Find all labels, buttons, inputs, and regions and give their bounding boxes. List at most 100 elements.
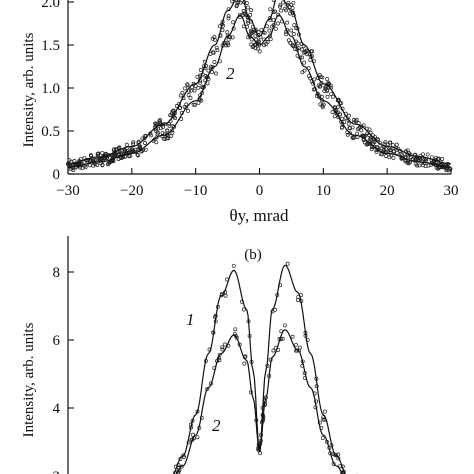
series-1-point [292, 23, 297, 28]
series-2-point [249, 29, 254, 34]
series-1-point [131, 140, 136, 145]
series-2-point [191, 432, 195, 437]
series-1-point [95, 151, 100, 156]
series-1-point [170, 109, 175, 114]
series-1-point [111, 147, 116, 152]
series-1-point [67, 158, 72, 163]
series-2-point [205, 386, 210, 391]
series-1-point [157, 120, 162, 125]
series-1-point [354, 117, 359, 122]
series-1-point [241, 307, 246, 312]
series-2-point [363, 133, 368, 138]
series-2-point [224, 43, 228, 48]
series-1-point [334, 453, 339, 458]
series-2-point [127, 150, 131, 155]
series-1-point [394, 142, 399, 147]
series-2-point [193, 102, 198, 107]
series-1-point [215, 48, 220, 53]
series-1-point [322, 88, 327, 93]
series-2-point [374, 149, 379, 154]
series-1-point [325, 77, 330, 82]
series-2-point [105, 155, 110, 160]
series-1-point [185, 82, 190, 87]
y-tick-label: 8 [53, 265, 61, 281]
y-tick-label: 2.0 [41, 0, 60, 11]
series-1-point [249, 8, 253, 13]
series-2-point [233, 327, 238, 332]
panel-b-label: (b) [244, 247, 262, 263]
series-1-point [131, 141, 136, 146]
series-2-point [333, 105, 338, 110]
series-2-point [279, 8, 284, 13]
series-1-point [303, 49, 308, 54]
series-2-point [100, 162, 105, 167]
series-2-point [290, 334, 295, 339]
series-2-point [226, 37, 231, 42]
series-1-point [359, 124, 364, 129]
series-2-point [376, 147, 381, 152]
series-1-point [198, 68, 203, 72]
series-2-point [267, 28, 272, 33]
series-2-point [320, 436, 325, 441]
series-1-point [188, 88, 193, 93]
series-2-point [268, 33, 273, 38]
series-2-point [242, 361, 247, 366]
series-1-point [387, 140, 392, 145]
series-1-point [319, 80, 324, 85]
series-2-point [271, 348, 276, 353]
series-2-point [191, 102, 196, 107]
panel-b-curve-label-1: 1 [186, 310, 195, 329]
series-2-point [300, 55, 304, 60]
panel-a: 0 0.5 1.0 1.5 2.0 −30 −20 −10 0 10 20 30 2 θy, mrad… [21, 0, 459, 225]
series-1-point [241, 9, 246, 13]
series-1-point [82, 155, 87, 160]
series-1-point [78, 156, 83, 161]
series-2-point [143, 147, 148, 152]
series-1-point [310, 49, 315, 54]
series-2-point [128, 154, 133, 158]
series-2-point [417, 163, 422, 168]
y-tick-label: 1.5 [41, 38, 60, 54]
series-1-point [327, 81, 332, 86]
series-2-point [345, 132, 350, 137]
series-2-point [256, 39, 261, 44]
series-2-point [172, 124, 177, 129]
series-2-fit-line [175, 329, 344, 474]
series-2-point [186, 108, 191, 113]
series-1-point [180, 90, 185, 95]
series-2-point [196, 100, 201, 105]
series-1-point [286, 1, 291, 5]
series-2-fit-line [68, 14, 451, 168]
series-1-point [291, 0, 296, 5]
series-1-point [246, 19, 251, 24]
series-2-point [220, 345, 225, 350]
series-1-point [245, 5, 250, 10]
series-2-point [284, 32, 288, 37]
series-1-point [440, 157, 445, 161]
series-1-point [346, 121, 351, 126]
x-tick-label: −10 [184, 183, 207, 199]
series-1-point [88, 153, 93, 158]
series-2-point [332, 114, 337, 119]
series-2-point [387, 155, 392, 160]
series-2-point [355, 131, 360, 136]
series-1-point [173, 116, 178, 121]
series-2-point [268, 37, 273, 42]
series-2-point [195, 435, 200, 440]
y-tick-label: 0 [53, 167, 61, 183]
series-2-point [276, 21, 280, 26]
panel-b-curve-label-2: 2 [212, 416, 221, 435]
series-2-point [320, 103, 325, 108]
series-2-point [388, 150, 393, 155]
series-2-point [340, 116, 345, 121]
series-2-point [317, 95, 322, 100]
panel-a-y-axis-label: Intensity, arb. units [21, 32, 37, 147]
series-2-point [87, 163, 92, 168]
series-2-point [256, 46, 260, 51]
x-tick-label: −30 [56, 183, 79, 199]
series-1-point [248, 12, 253, 17]
series-1-point [178, 93, 183, 98]
series-2-point [276, 12, 281, 17]
series-2-point [165, 128, 170, 133]
y-tick-label: 6 [53, 333, 61, 349]
